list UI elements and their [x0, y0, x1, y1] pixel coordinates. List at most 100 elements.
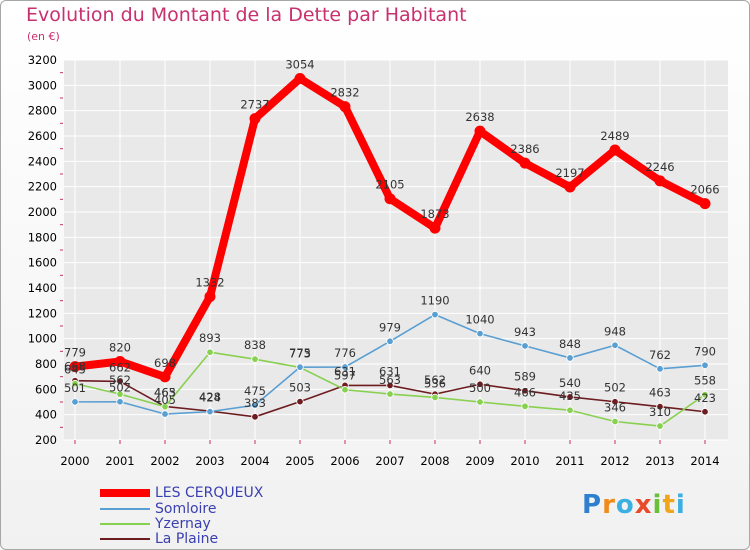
- y-tick-label: 1600: [28, 256, 57, 270]
- data-labels: 668 662 465 428 383 503 631 631 562 640 589 540 502 4…: [64, 57, 720, 419]
- data-label: 631: [379, 364, 401, 378]
- series: [69, 72, 711, 430]
- data-point: [564, 181, 576, 193]
- data-label: 536: [424, 376, 446, 390]
- data-point: [71, 379, 79, 388]
- x-tick-label: 2006: [330, 454, 359, 468]
- data-point: [654, 175, 666, 187]
- data-label: 775: [289, 346, 311, 360]
- data-point: [251, 401, 259, 409]
- data-point: [159, 371, 171, 383]
- data-point: [566, 354, 574, 362]
- logo-letter: x: [634, 490, 653, 520]
- data-point: [204, 291, 216, 303]
- data-label: 762: [649, 348, 671, 362]
- data-point: [296, 363, 304, 371]
- x-tick-label: 2008: [420, 454, 449, 468]
- data-label: 597: [334, 369, 356, 383]
- data-point: [116, 390, 124, 398]
- logo-letter: i: [652, 490, 663, 520]
- data-label: 2489: [600, 129, 629, 143]
- data-label: 2246: [645, 160, 674, 174]
- data-label: 501: [64, 381, 86, 395]
- data-point: [609, 144, 621, 156]
- y-tick-label: 2200: [28, 180, 57, 194]
- data-point: [566, 406, 574, 414]
- data-label: 383: [244, 396, 266, 410]
- y-tick-label: 2400: [28, 154, 57, 168]
- data-label: 428: [199, 390, 221, 404]
- data-label: 1040: [465, 313, 494, 327]
- data-point: [296, 397, 304, 406]
- data-point: [476, 329, 484, 338]
- data-point: [161, 402, 169, 411]
- data-point: [339, 101, 351, 113]
- x-tick-label: 2012: [600, 454, 629, 468]
- data-label: 948: [604, 324, 626, 338]
- data-point: [701, 408, 709, 416]
- data-label: 2737: [240, 98, 269, 112]
- data-label: 698: [154, 356, 176, 370]
- x-tick-label: 2002: [150, 454, 179, 468]
- data-point: [476, 398, 484, 406]
- data-label: 1873: [420, 207, 449, 221]
- data-point: [566, 393, 574, 401]
- data-label: 502: [109, 381, 131, 395]
- data-point: [386, 337, 394, 346]
- data-label: 466: [514, 385, 536, 399]
- data-label: 435: [559, 389, 581, 403]
- data-label: 662: [109, 360, 131, 374]
- x-tick-label: 2009: [465, 454, 494, 468]
- x-tick-label: 2004: [240, 454, 269, 468]
- data-point: [476, 380, 484, 388]
- x-tick-label: 2003: [195, 454, 224, 468]
- data-point: [611, 417, 619, 426]
- chart-subtitle: (en €): [27, 30, 60, 43]
- data-label: 424: [199, 391, 221, 405]
- x-tick-label: 2014: [690, 454, 719, 468]
- data-label: 465: [154, 385, 176, 399]
- x-tick-label: 2005: [285, 454, 314, 468]
- data-point: [656, 422, 664, 430]
- y-tick-label: 3200: [28, 53, 57, 67]
- logo-letter: i: [675, 490, 686, 520]
- data-point: [431, 393, 439, 402]
- y-tick-label: 1000: [28, 332, 57, 346]
- data-point: [341, 363, 349, 371]
- data-point: [161, 410, 169, 418]
- x-tick-label: 2010: [510, 454, 539, 468]
- y-tick-label: 1400: [28, 281, 57, 295]
- data-label: 640: [469, 363, 491, 377]
- legend-item: LES CERQUEUX: [100, 486, 263, 500]
- data-label: 1332: [195, 276, 224, 290]
- legend-swatch: [100, 508, 150, 510]
- data-label: 2197: [555, 166, 584, 180]
- legend-swatch: [100, 489, 150, 497]
- plot-area: [64, 60, 728, 440]
- data-label: 502: [604, 381, 626, 395]
- data-label: 2638: [465, 110, 494, 124]
- x-tick-label: 2001: [105, 454, 134, 468]
- data-point: [116, 398, 124, 406]
- data-point: [386, 381, 394, 390]
- data-label: 773: [289, 346, 311, 360]
- data-label: 500: [469, 381, 491, 395]
- data-point: [429, 222, 441, 234]
- data-label: 893: [199, 331, 221, 345]
- data-point: [206, 407, 214, 416]
- data-label: 838: [244, 338, 266, 352]
- data-point: [116, 377, 124, 386]
- data-label: 310: [649, 405, 671, 419]
- y-tick-label: 2600: [28, 129, 57, 143]
- data-label: 475: [244, 384, 266, 398]
- data-point: [519, 157, 531, 169]
- data-point: [249, 113, 261, 125]
- data-point: [384, 193, 396, 205]
- logo-letter: t: [662, 490, 676, 520]
- data-label: 3054: [285, 57, 314, 71]
- proxiti-logo: Proxiti: [582, 490, 686, 520]
- data-label: 589: [514, 370, 536, 384]
- data-label: 405: [154, 393, 176, 407]
- y-tick-label: 400: [35, 408, 57, 422]
